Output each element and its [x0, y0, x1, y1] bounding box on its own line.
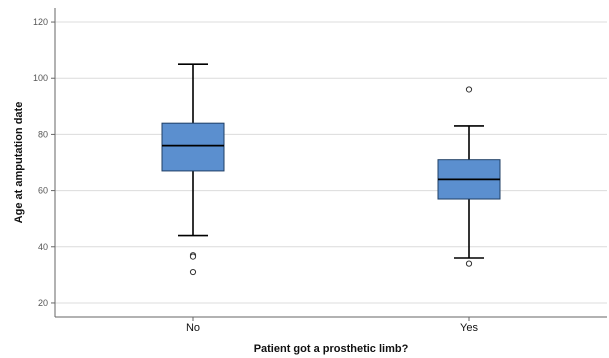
- y-tick-label-100: 100: [33, 73, 48, 83]
- y-tick-label-40: 40: [38, 242, 48, 252]
- y-tick-label-120: 120: [33, 17, 48, 27]
- outlier-point-2: [189, 253, 197, 260]
- x-tick-label-no: No: [186, 322, 200, 334]
- outlier-point-3: [189, 268, 197, 276]
- x-axis-label: Patient got a prosthetic limb?: [254, 343, 409, 355]
- y-axis-ticks: 20 40 60 80 100 120: [33, 17, 55, 308]
- boxes: [161, 63, 501, 276]
- y-tick-label-80: 80: [38, 129, 48, 139]
- y-tick-label-60: 60: [38, 186, 48, 196]
- grid-lines: [55, 21, 607, 304]
- box-yes: [437, 86, 501, 267]
- y-tick-label-20: 20: [38, 298, 48, 308]
- y-axis-label: Age at amputation date: [13, 102, 25, 224]
- x-axis-ticks: No Yes: [186, 317, 478, 334]
- iqr-box: [161, 122, 225, 172]
- box-no: [161, 63, 225, 276]
- outlier-point-2: [465, 260, 473, 267]
- plot-frame: [54, 8, 607, 318]
- x-tick-label-yes: Yes: [460, 322, 478, 334]
- outlier-point-1: [465, 86, 473, 93]
